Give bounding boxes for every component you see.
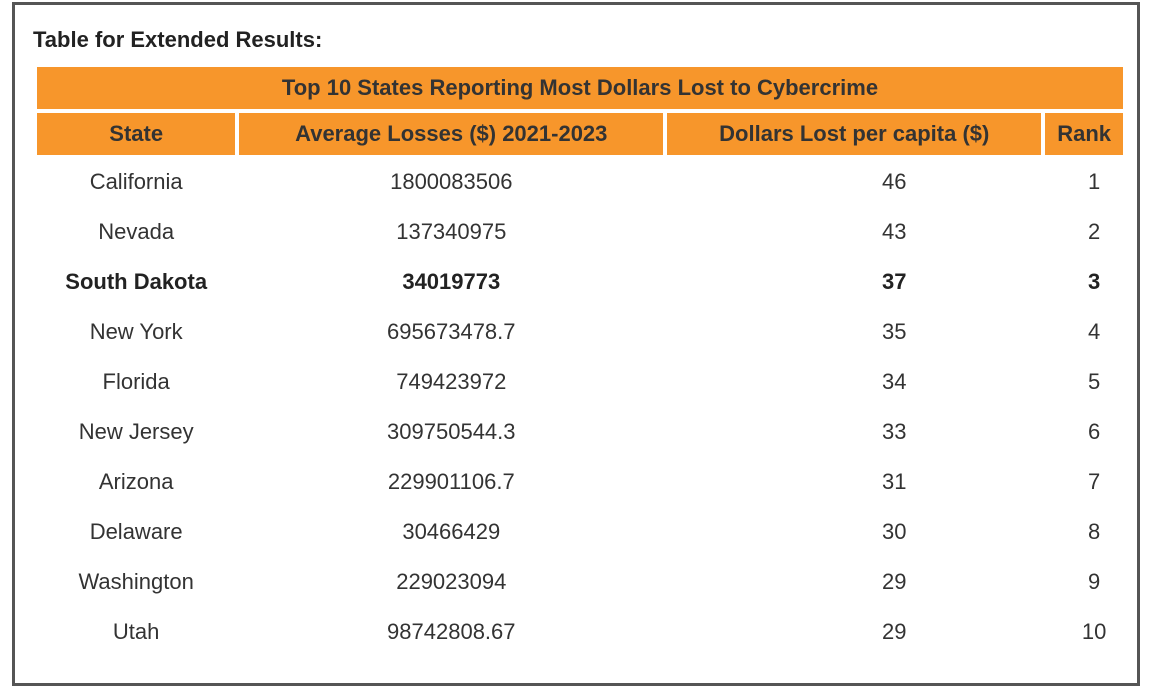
results-panel: Table for Extended Results: Top 10 State… [12, 2, 1140, 686]
table-cell: 29 [882, 619, 907, 644]
table-head: Top 10 States Reporting Most Dollars Los… [37, 67, 1123, 155]
table-cell: 229023094 [396, 569, 507, 594]
panel-heading: Table for Extended Results: [33, 27, 323, 52]
table-row: Florida 749423972 34 5 [37, 359, 1123, 405]
table-cell: 34019773 [402, 269, 501, 294]
table-cell: New Jersey [78, 419, 194, 444]
table-cell: 695673478.7 [387, 319, 516, 344]
table-cell: California [89, 169, 183, 194]
table-title: Top 10 States Reporting Most Dollars Los… [37, 67, 1123, 109]
header-row: State Average Losses ($) 2021-2023 Dollars… [37, 113, 1123, 155]
table-row: New York 695673478.7 35 4 [37, 309, 1123, 355]
table-cell: 9 [1088, 569, 1101, 594]
table-cell: Florida [102, 369, 170, 394]
table-cell: New York [89, 319, 183, 344]
table-body: California 1800083506 46 1 Nevada 137340975 43… [37, 159, 1123, 655]
table-cell: 1800083506 [390, 169, 513, 194]
table-cell: 10 [1081, 619, 1107, 644]
table-row: Washington 229023094 29 9 [37, 559, 1123, 605]
table-cell: Utah [112, 619, 160, 644]
table-cell: 309750544.3 [387, 419, 516, 444]
table-cell: 3 [1088, 269, 1101, 294]
table-row: California 1800083506 46 1 [37, 159, 1123, 205]
table-cell: Arizona [98, 469, 174, 494]
table-cell: 29 [882, 569, 907, 594]
table-cell: 43 [882, 219, 907, 244]
table-cell: Delaware [89, 519, 183, 544]
table-cell: 6 [1088, 419, 1101, 444]
table-cell: Nevada [98, 219, 175, 244]
table-cell: 2 [1088, 219, 1101, 244]
results-table: Top 10 States Reporting Most Dollars Los… [33, 63, 1127, 659]
column-header: Rank [1045, 113, 1123, 155]
table-row: South Dakota 34019773 37 3 [37, 259, 1123, 305]
table-cell: 229901106.7 [387, 469, 515, 494]
table-cell: South Dakota [65, 269, 208, 294]
table-cell: Washington [78, 569, 194, 594]
table-cell: 35 [882, 319, 907, 344]
column-header: Average Losses ($) 2021-2023 [239, 113, 664, 155]
table-cell: 749423972 [396, 369, 507, 394]
table-cell: 7 [1088, 469, 1101, 494]
table-cell: 30 [882, 519, 907, 544]
table-row: Nevada 137340975 43 2 [37, 209, 1123, 255]
table-row: New Jersey 309750544.3 33 6 [37, 409, 1123, 455]
table-row: Arizona 229901106.7 31 7 [37, 459, 1123, 505]
title-row: Top 10 States Reporting Most Dollars Los… [37, 67, 1123, 109]
table-cell: 4 [1088, 319, 1101, 344]
column-header: Dollars Lost per capita ($) [667, 113, 1042, 155]
table-row: Utah 98742808.67 29 10 [37, 609, 1123, 655]
table-cell: 33 [882, 419, 907, 444]
table-cell: 30466429 [402, 519, 501, 544]
table-cell: 34 [882, 369, 907, 394]
table-cell: 8 [1088, 519, 1101, 544]
table-cell: 5 [1088, 369, 1101, 394]
table-cell: 1 [1088, 169, 1101, 194]
column-header: State [37, 113, 236, 155]
table-cell: 31 [882, 469, 907, 494]
table-cell: 137340975 [396, 219, 507, 244]
table-cell: 46 [882, 169, 907, 194]
table-cell: 98742808.67 [387, 619, 516, 644]
table-cell: 37 [882, 269, 907, 294]
table-row: Delaware 30466429 30 8 [37, 509, 1123, 555]
